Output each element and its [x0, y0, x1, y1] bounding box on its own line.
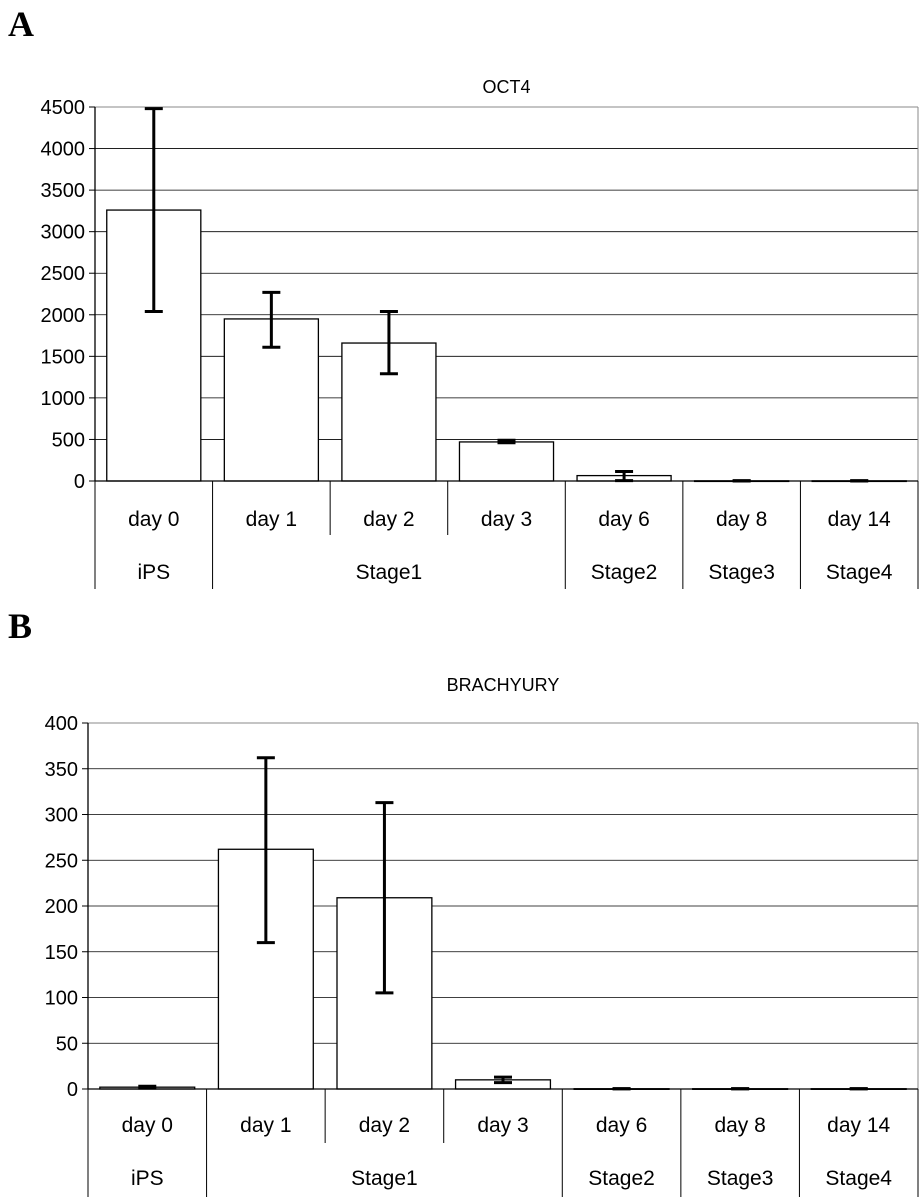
category-label: day 8: [714, 1114, 765, 1137]
category-label: day 8: [716, 508, 767, 531]
panel-letter-b: B: [8, 606, 33, 646]
y-tick-label: 1000: [41, 388, 86, 410]
category-label: day 1: [240, 1114, 291, 1137]
category-label: day 2: [363, 508, 414, 531]
category-label: day 1: [246, 508, 297, 531]
category-label: day 3: [481, 508, 532, 531]
y-tick-label: 350: [45, 759, 78, 781]
y-tick-label: 2000: [41, 305, 86, 327]
y-tick-label: 400: [45, 713, 78, 735]
category-label: day 0: [122, 1114, 173, 1137]
y-tick-label: 150: [45, 942, 78, 964]
y-tick-label: 50: [56, 1033, 78, 1055]
category-label: day 3: [477, 1114, 528, 1137]
category-label: day 2: [359, 1114, 410, 1137]
y-tick-label: 0: [67, 1079, 78, 1101]
group-label: iPS: [131, 1167, 164, 1190]
y-tick-label: 4000: [41, 139, 86, 161]
y-tick-label: 200: [45, 896, 78, 918]
category-label: day 0: [128, 508, 179, 531]
group-label: Stage4: [825, 1167, 892, 1190]
y-tick-label: 1500: [41, 346, 86, 368]
panel-letter-a: A: [8, 4, 34, 44]
group-label: iPS: [137, 561, 170, 584]
y-tick-label: 300: [45, 805, 78, 827]
y-tick-label: 250: [45, 850, 78, 872]
group-label: Stage3: [708, 561, 775, 584]
category-label: day 6: [596, 1114, 647, 1137]
group-label: Stage3: [707, 1167, 774, 1190]
group-label: Stage1: [351, 1167, 418, 1190]
group-label: Stage2: [588, 1167, 655, 1190]
group-label: Stage1: [356, 561, 423, 584]
y-tick-label: 2500: [41, 263, 86, 285]
bar-day-3: [458, 441, 555, 482]
category-label: day 14: [827, 1114, 890, 1137]
chart-title: BRACHYURY: [447, 675, 560, 695]
group-label: Stage2: [591, 561, 658, 584]
category-label: day 6: [598, 508, 649, 531]
brachyury-chart: BRACHYURY 0 50 100 150 200 250 300 350 400 day 0 da…: [45, 675, 919, 1197]
y-tick-label: 100: [45, 988, 78, 1010]
y-tick-label: 0: [74, 471, 85, 493]
y-tick-label: 3500: [41, 180, 86, 202]
y-tick-label: 3000: [41, 222, 86, 244]
category-label: day 14: [828, 508, 891, 531]
group-label: Stage4: [826, 561, 893, 584]
oct4-chart: OCT4 0 500 1000 1500 2000 2500 3000 3500 4000 4500…: [41, 77, 919, 589]
chart-title: OCT4: [482, 77, 530, 97]
y-tick-label: 500: [52, 429, 85, 451]
y-tick-label: 4500: [41, 97, 86, 119]
